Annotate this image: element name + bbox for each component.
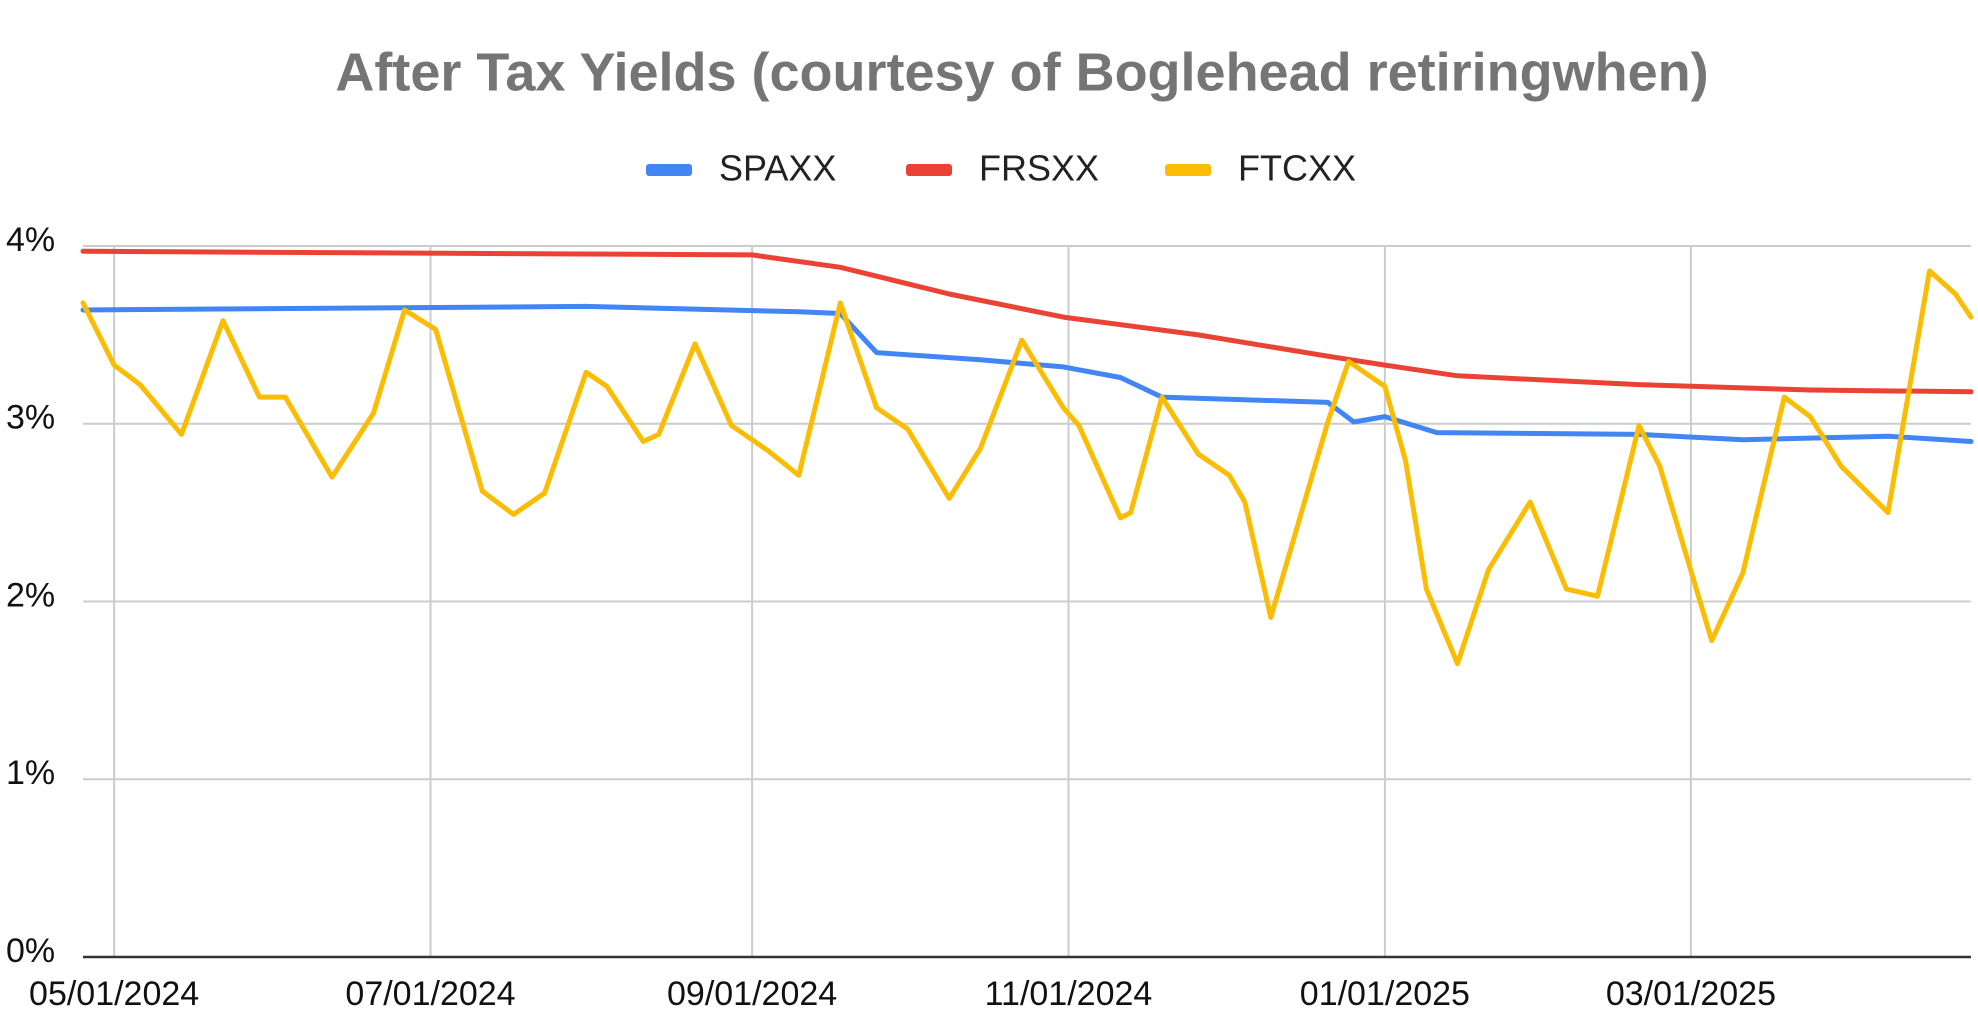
series-line — [80, 248, 1974, 395]
x-tick-label: 05/01/2024 — [29, 975, 199, 1013]
y-tick-label: 1% — [6, 754, 55, 792]
x-tick-label: 09/01/2024 — [667, 975, 837, 1013]
y-tick-label: 4% — [6, 221, 55, 259]
legend-swatch — [646, 164, 692, 176]
x-tick-label: 01/01/2025 — [1300, 975, 1470, 1013]
y-tick-label: 3% — [6, 399, 55, 437]
x-tick-label: 03/01/2025 — [1606, 975, 1776, 1013]
legend-label: FTCXX — [1238, 148, 1356, 189]
series-line — [80, 268, 1974, 667]
legend-label: SPAXX — [719, 148, 836, 189]
legend-swatch — [906, 164, 952, 176]
x-tick-label: 11/01/2024 — [985, 975, 1153, 1013]
y-tick-label: 2% — [6, 576, 55, 614]
legend-label: FRSXX — [979, 148, 1099, 189]
chart-title: After Tax Yields (courtesy of Boglehead … — [335, 42, 1708, 102]
x-tick-label: 07/01/2024 — [345, 975, 515, 1013]
y-tick-label: 0% — [6, 932, 55, 970]
legend-swatch — [1165, 164, 1211, 176]
